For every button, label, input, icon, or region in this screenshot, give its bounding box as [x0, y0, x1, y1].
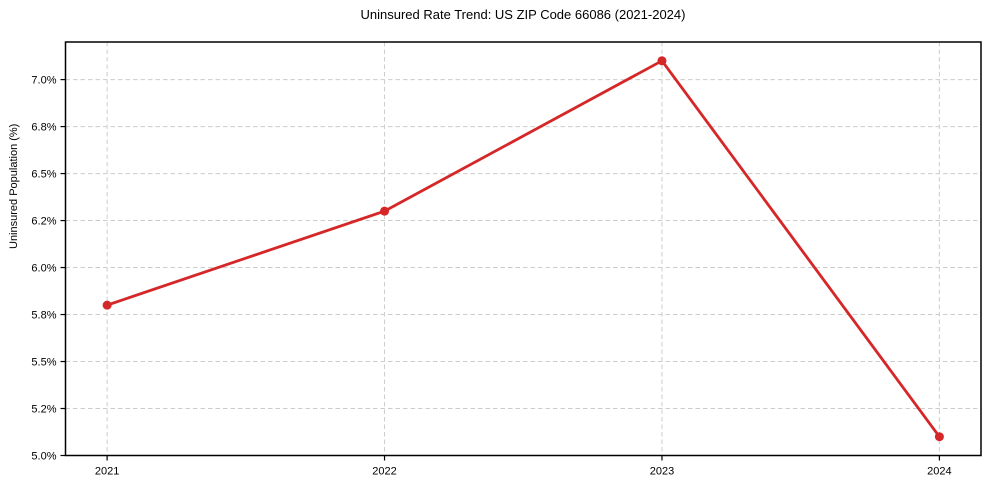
- y-tick-label: 7.0%: [31, 75, 56, 87]
- x-tick-label: 2021: [95, 466, 119, 478]
- x-tick-label: 2024: [927, 466, 951, 478]
- chart-title: Uninsured Rate Trend: US ZIP Code 66086 …: [360, 7, 686, 22]
- data-point-2022: [380, 206, 390, 216]
- data-point-2021: [102, 300, 112, 310]
- data-point-2024: [934, 432, 944, 442]
- y-tick-label: 6.0%: [31, 263, 56, 275]
- y-tick-label: 6.5%: [31, 169, 56, 181]
- y-tick-label: 5.0%: [31, 451, 56, 463]
- x-tick-label: 2023: [650, 466, 674, 478]
- y-tick-label: 5.8%: [31, 310, 56, 322]
- y-tick-label: 6.2%: [31, 216, 56, 228]
- y-tick-label: 5.2%: [31, 404, 56, 416]
- y-tick-label: 5.5%: [31, 357, 56, 369]
- x-tick-label: 2022: [372, 466, 396, 478]
- plot-frame: [64, 41, 982, 457]
- data-point-2023: [657, 56, 667, 66]
- y-tick-label: 6.8%: [31, 122, 56, 134]
- trend-line: [105, 59, 941, 439]
